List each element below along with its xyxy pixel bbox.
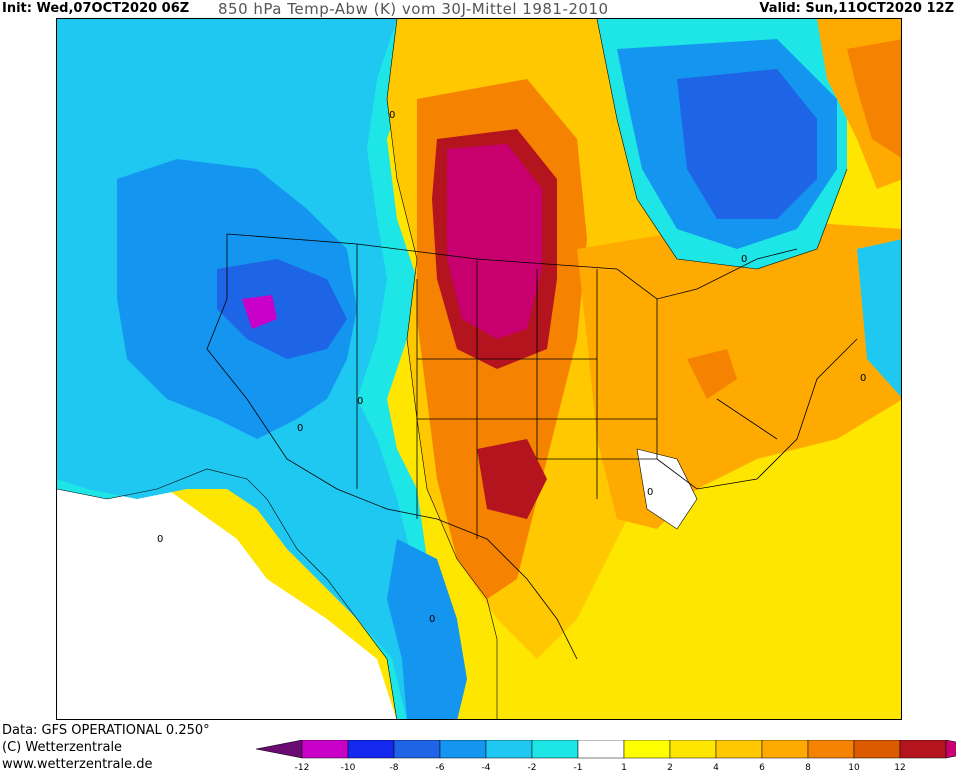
cold-anomaly-atlantic — [857, 239, 901, 397]
legend-swatch — [669, 740, 717, 759]
warm-anomaly-north-max — [447, 144, 542, 339]
contour-label: 0 — [297, 423, 303, 434]
legend-swatch — [347, 740, 395, 759]
legend-tick-label: -10 — [341, 763, 356, 773]
legend-tick-label: 12 — [894, 763, 905, 773]
website-url: www.wetterzentrale.de — [2, 757, 153, 772]
legend-swatch — [577, 740, 625, 759]
legend-tick-label: 2 — [667, 763, 673, 773]
legend-tick-label: -4 — [482, 763, 491, 773]
map-title: 850 hPa Temp-Abw (K) vom 30J-Mittel 1981… — [218, 0, 609, 18]
data-source: Data: GFS OPERATIONAL 0.250° — [2, 723, 210, 738]
cold-anomaly-core — [217, 259, 347, 359]
legend-tick-label: -2 — [528, 763, 537, 773]
contour-label: 0 — [157, 534, 163, 545]
legend-swatch — [899, 740, 947, 759]
legend-swatch — [531, 740, 579, 759]
map-footer: Data: GFS OPERATIONAL 0.250° (C) Wetterz… — [2, 722, 210, 773]
legend-swatch — [485, 740, 533, 759]
legend-swatch — [807, 740, 855, 759]
cold-anomaly-max — [242, 295, 277, 329]
legend-tick-label: 4 — [713, 763, 719, 773]
legend-tick-label: -8 — [390, 763, 399, 773]
map-canvas: 0 0 0 0 0 0 0 0 — [57, 19, 901, 719]
legend-swatch — [945, 740, 956, 759]
legend-tick-label: -6 — [436, 763, 445, 773]
contour-label: 0 — [389, 110, 395, 121]
legend-swatch — [439, 740, 487, 759]
contour-label: 0 — [647, 487, 653, 498]
legend-swatch — [393, 740, 441, 759]
legend-swatch — [761, 740, 809, 759]
valid-time: Valid: Sun,11OCT2020 12Z — [759, 1, 954, 16]
legend-tick-label: -1 — [574, 763, 583, 773]
cold-anomaly-mexico — [387, 539, 467, 719]
map-header: Init: Wed,07OCT2020 06Z 850 hPa Temp-Abw… — [0, 0, 972, 18]
map-borders — [206, 233, 858, 660]
legend-swatch — [715, 740, 763, 759]
legend-tick-label: 8 — [805, 763, 811, 773]
contour-lines — [57, 19, 848, 719]
legend-tick-label: 1 — [621, 763, 627, 773]
contour-label: 0 — [860, 373, 866, 384]
copyright: (C) Wetterzentrale — [2, 740, 123, 755]
legend-tick-label: -12 — [295, 763, 310, 773]
legend-swatch — [623, 740, 671, 759]
legend-swatch — [256, 740, 303, 759]
legend-swatch — [853, 740, 901, 759]
cold-anomaly-northeast-core — [677, 69, 817, 219]
color-legend: -12 -10 -8 -6 -4 -2 -1 1 2 4 6 8 10 12 — [256, 740, 956, 773]
contour-label: 0 — [429, 614, 435, 625]
warm-anomaly-south-core — [477, 439, 547, 519]
legend-swatch — [301, 740, 349, 759]
legend-tick-label: 10 — [848, 763, 860, 773]
contour-label: 0 — [357, 396, 363, 407]
legend-tick-label: 6 — [759, 763, 765, 773]
init-time: Init: Wed,07OCT2020 06Z — [2, 1, 190, 16]
contour-label: 0 — [741, 254, 747, 265]
warm-anomaly-northeast-core — [847, 39, 901, 158]
anomaly-map: 0 0 0 0 0 0 0 0 — [56, 18, 902, 720]
warm-anomaly-east-core — [687, 349, 737, 399]
warm-anomaly-east — [577, 219, 901, 529]
